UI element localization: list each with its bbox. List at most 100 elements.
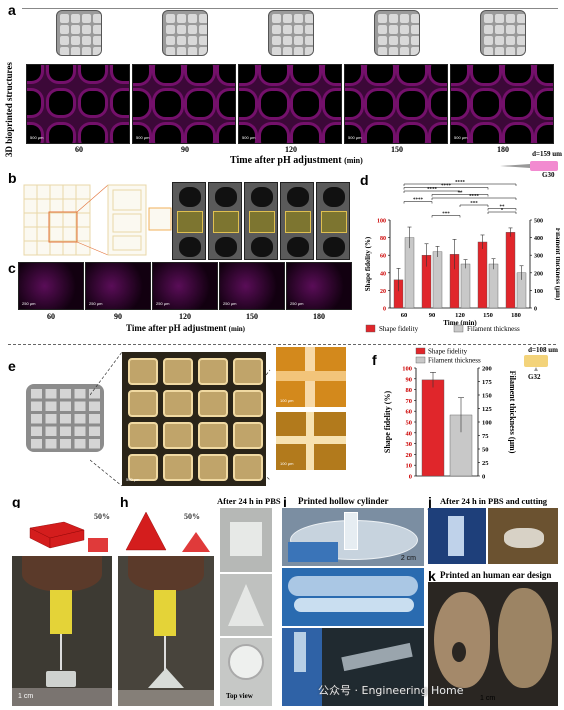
panel-b-grid-schematic bbox=[23, 184, 172, 256]
panel-a-scaffold-photo bbox=[162, 10, 208, 56]
panel-a-time-label: 120 bbox=[285, 145, 297, 154]
chart-d-x-tick-label: 60 bbox=[401, 312, 408, 319]
panel-e-scalebar-top: 100 μm bbox=[280, 398, 294, 403]
panel-e-pore bbox=[128, 390, 158, 417]
chart-d-significance-label: **** bbox=[455, 181, 466, 186]
chart-f-right-tick-label: 125 bbox=[482, 406, 493, 413]
needle-g30-gauge: G30 bbox=[542, 171, 555, 179]
panel-c-scalebar: 250 μm bbox=[22, 301, 36, 306]
panel-h-pbs-topview: Top view bbox=[220, 638, 272, 706]
panel-h-pbs-cone bbox=[220, 574, 272, 636]
panel-a-time-label: 90 bbox=[181, 145, 189, 154]
chart-d-significance-label: **** bbox=[441, 184, 452, 189]
panel-g-scalebar: 1 cm bbox=[18, 693, 34, 700]
chart-d-bar-filament-thickness bbox=[488, 263, 499, 309]
needle-g32: d=108 um G32 bbox=[512, 344, 558, 384]
chart-d-right-tick-label: 300 bbox=[534, 254, 543, 260]
needle-g32-gauge: G32 bbox=[528, 373, 541, 381]
chart-d-significance-label: **** bbox=[427, 188, 438, 193]
panel-a-scalebar: 500 μm bbox=[30, 135, 44, 140]
chart-d-x-tick-label: 150 bbox=[483, 312, 493, 319]
chart-d-significance-bracket bbox=[487, 211, 517, 214]
chart-d-significance-label: ** bbox=[500, 205, 506, 210]
chart-d-significance-label: **** bbox=[413, 198, 424, 203]
panel-b-micrograph bbox=[244, 182, 278, 260]
panel-h-percent: 50% bbox=[184, 512, 200, 521]
panel-e-zoom-bottom: 100 μm bbox=[276, 412, 346, 470]
chart-d-left-tick-label: 100 bbox=[377, 219, 386, 225]
panel-e-pore bbox=[128, 358, 158, 385]
panel-c-fluorescence-image: 250 μm bbox=[152, 262, 218, 310]
panel-e-pore bbox=[198, 390, 228, 417]
panel-label-j: j bbox=[428, 494, 432, 510]
needle-g30: d=159 um G30 bbox=[498, 150, 562, 180]
chart-d-right-tick-label: 100 bbox=[534, 289, 543, 295]
chart-f-right-tick-label: 150 bbox=[482, 393, 492, 400]
chart-d-legend-swatch-filament bbox=[453, 324, 464, 333]
panel-h-cone-render: 50% bbox=[118, 508, 214, 556]
chart-d-significance-bracket bbox=[431, 215, 461, 218]
panel-c-time-label: 120 bbox=[179, 312, 191, 321]
chart-f-right-tick-label: 175 bbox=[482, 379, 493, 386]
chart-d-bar-shape-fidelity bbox=[505, 232, 516, 309]
chart-f-right-tick-label: 75 bbox=[482, 433, 489, 440]
panel-a-fluorescence-image: 500 μm bbox=[450, 64, 554, 144]
panel-a-time-label: 150 bbox=[391, 145, 403, 154]
chart-d-significance-label: * bbox=[501, 209, 504, 214]
panel-label-h: h bbox=[120, 494, 129, 510]
chart-f-right-tick-label: 200 bbox=[482, 366, 492, 373]
panel-c-time-labels: 60 90 120 150 180 bbox=[18, 312, 353, 324]
panel-j-cut-photo-2 bbox=[488, 508, 558, 564]
chart-d: 0 20 40 60 80 100 0 100 200 300 400 500 60 90 120 150 18… bbox=[364, 181, 560, 334]
panel-e-scalebar-bottom: 100 μm bbox=[280, 461, 294, 466]
chart-f-right-tick-label: 0 bbox=[482, 474, 485, 481]
chart-f-ylabel-right: Filament thickness (μm) bbox=[508, 371, 517, 454]
chart-d-significance-bracket bbox=[403, 187, 489, 190]
chart-f-left-tick-label: 80 bbox=[406, 387, 413, 394]
chart-d-significance-bracket bbox=[403, 201, 433, 204]
panel-c-scalebar: 250 μm bbox=[156, 301, 170, 306]
panel-a-fluorescence-image: 500 μm bbox=[344, 64, 448, 144]
panel-j-title: After 24 h in PBS and cutting bbox=[440, 496, 548, 506]
section-divider bbox=[8, 344, 556, 345]
chart-d-ylabel-left: Shape fidelity (%) bbox=[364, 236, 372, 291]
panel-b-micrograph bbox=[172, 182, 206, 260]
chart-d-x-tick-label: 90 bbox=[429, 312, 436, 319]
panel-c-scalebar: 250 μm bbox=[290, 301, 304, 306]
chart-d-significance-bracket bbox=[403, 183, 517, 186]
panel-c-time-label: 180 bbox=[313, 312, 325, 321]
panel-c-time-label: 90 bbox=[114, 312, 122, 321]
chart-d-significance-bracket bbox=[431, 194, 489, 197]
chart-f: 0 10 20 30 40 50 60 70 80 90 100 0 25 50 75 100 125 150 17… bbox=[383, 347, 517, 481]
panel-h-printing-photo bbox=[118, 556, 214, 706]
panel-c-time-label: 150 bbox=[246, 312, 258, 321]
chart-d-significance-label: *** bbox=[470, 202, 478, 207]
chart-d-significance-bracket bbox=[487, 208, 517, 211]
panel-c-scalebar: 250 μm bbox=[89, 301, 103, 306]
chart-d-left-tick-label: 40 bbox=[380, 271, 386, 277]
panel-a-scaffold-photo bbox=[56, 10, 102, 56]
chart-f-left-tick-label: 60 bbox=[406, 409, 413, 416]
chart-f-left-tick-label: 20 bbox=[406, 452, 413, 459]
chart-d-right-tick-label: 400 bbox=[534, 236, 543, 242]
panel-i-insert-photo bbox=[282, 628, 424, 706]
panel-a-scalebar: 500 μm bbox=[348, 135, 362, 140]
panel-label-a: a bbox=[8, 2, 16, 18]
panel-a-scalebar: 500 μm bbox=[136, 135, 150, 140]
panel-label-e: e bbox=[8, 358, 16, 374]
chart-d-bar-shape-fidelity bbox=[477, 241, 488, 309]
panel-a-xlabel: Time after pH adjustment (min) bbox=[230, 155, 363, 166]
chart-d-significance-bracket bbox=[403, 190, 461, 193]
needle-g32-diameter: d=108 um bbox=[528, 346, 558, 354]
chart-f-legend-swatch-shape bbox=[415, 347, 426, 355]
panel-e-pore bbox=[233, 422, 263, 449]
panel-e-pore bbox=[233, 454, 263, 481]
panel-k-title: Printed an human ear design bbox=[440, 570, 552, 580]
panel-label-k: k bbox=[428, 568, 436, 584]
chart-d-left-tick-label: 0 bbox=[383, 307, 386, 313]
chart-d-bar-filament-thickness bbox=[460, 263, 471, 309]
panel-a-fluorescence-image: 500 μm bbox=[132, 64, 236, 144]
panel-c-scalebar: 250 μm bbox=[223, 301, 237, 306]
panel-a-time-label: 180 bbox=[497, 145, 509, 154]
panel-e-pore bbox=[233, 390, 263, 417]
